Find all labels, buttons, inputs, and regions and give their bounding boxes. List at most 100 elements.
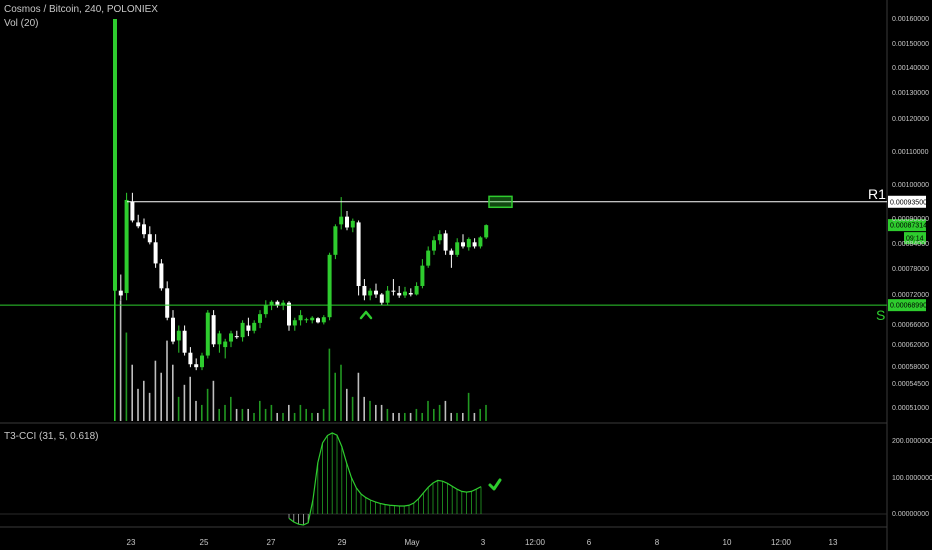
target-box xyxy=(488,195,513,209)
candle-body xyxy=(321,317,326,323)
volume-bar xyxy=(183,384,186,421)
price-tick-label: 0.00090000 xyxy=(892,216,929,223)
price-tick-label: 0.00054500 xyxy=(892,381,929,388)
candle-body xyxy=(287,302,291,326)
volume-bar xyxy=(363,396,365,421)
volume-bar xyxy=(235,408,238,421)
candle-body xyxy=(130,201,135,221)
time-tick-label: 23 xyxy=(127,538,136,547)
countdown-tag-text: 09:14 xyxy=(906,236,924,243)
volume-bar xyxy=(311,412,313,421)
time-tick-label: 10 xyxy=(723,538,732,547)
volume-bar xyxy=(351,396,354,421)
volume-bar xyxy=(119,300,122,421)
volume-bar xyxy=(212,380,215,421)
volume-bar xyxy=(462,412,464,421)
candle-body xyxy=(229,333,233,342)
time-tick-label: 13 xyxy=(829,538,838,547)
candle-body xyxy=(327,254,332,318)
volume-bar xyxy=(125,332,128,421)
volume-bar xyxy=(189,376,191,421)
candle-body xyxy=(397,293,402,296)
volume-bar xyxy=(357,372,360,421)
volume-bar xyxy=(409,412,412,421)
candle-body xyxy=(269,301,274,306)
time-tick-label: 12:00 xyxy=(771,538,792,547)
time-tick-label: May xyxy=(404,538,419,547)
time-tick-label: 12:00 xyxy=(525,538,546,547)
candle-body xyxy=(113,19,117,291)
volume-bar xyxy=(259,400,261,421)
candle-body xyxy=(159,263,164,289)
volume-bar xyxy=(404,412,406,421)
volume-bar xyxy=(317,412,319,421)
volume-bar xyxy=(224,404,226,421)
volume-bar xyxy=(177,396,180,421)
candle-body xyxy=(350,220,355,228)
last-price-tag-text: 0.00087314 xyxy=(890,223,927,230)
price-tick-label: 0.00078000 xyxy=(892,266,929,273)
support-price-tag-text: 0.00068990 xyxy=(890,303,927,310)
price-tick-label: 0.00160000 xyxy=(892,16,929,23)
volume-bar xyxy=(438,404,441,421)
volume-bar xyxy=(282,412,284,421)
volume-bar xyxy=(305,408,307,421)
last-price-tag xyxy=(888,219,926,232)
candle-layer xyxy=(113,19,489,371)
volume-bar xyxy=(137,388,139,421)
candle-body xyxy=(437,234,442,241)
candle-body xyxy=(385,290,390,303)
cci-indicator-label: T3-CCI (31, 5, 0.618) xyxy=(4,431,99,442)
candle-body xyxy=(426,250,431,266)
candle-body xyxy=(374,290,378,295)
candle-body xyxy=(176,330,181,341)
candle-body xyxy=(466,239,471,248)
volume-bar xyxy=(328,348,331,421)
cci-layer xyxy=(0,432,887,526)
volume-bar xyxy=(380,404,383,421)
volume-bar xyxy=(288,404,290,421)
candle-body xyxy=(182,330,187,353)
volume-indicator-label: Vol (20) xyxy=(4,18,39,29)
volume-layer xyxy=(114,19,487,421)
volume-bar xyxy=(427,400,429,421)
price-tick-label: 0.00072000 xyxy=(892,292,929,299)
volume-bar xyxy=(218,408,220,421)
volume-bar xyxy=(131,364,133,421)
candle-body xyxy=(461,242,465,247)
volume-bar xyxy=(206,388,209,421)
volume-bar xyxy=(247,408,249,421)
level-layer: R1 0.00093500 S 0.00068990 0.00087314 09:14 xyxy=(0,186,927,323)
price-tick-label: 0.00084000 xyxy=(892,241,929,248)
volume-bar xyxy=(398,412,400,421)
price-tick-label: 0.00058000 xyxy=(892,364,929,371)
candle-body xyxy=(443,233,448,251)
price-tick-label: 0.00051000 xyxy=(892,405,929,412)
volume-bar xyxy=(392,412,394,421)
volume-bar xyxy=(270,404,273,421)
cci-tick-label: 100.00000000 xyxy=(892,475,932,482)
candle-body xyxy=(118,290,123,296)
time-tick-label: 6 xyxy=(587,538,592,547)
resistance-label: R1 xyxy=(868,186,886,202)
volume-bar xyxy=(322,408,325,421)
volume-bar xyxy=(433,408,435,421)
candle-body xyxy=(258,314,262,323)
candle-body xyxy=(432,240,436,251)
candle-body xyxy=(379,294,384,303)
candle-body xyxy=(194,364,199,368)
annotation-layer xyxy=(359,195,513,491)
candle-body xyxy=(304,319,309,321)
cci-tick-label: 0.00000000 xyxy=(892,511,929,518)
candle-body xyxy=(246,325,251,331)
candle-body xyxy=(478,237,483,247)
volume-bar xyxy=(154,360,157,421)
candle-body xyxy=(391,290,396,292)
candle-body xyxy=(356,222,361,286)
candle-body xyxy=(362,285,367,296)
price-tick-label: 0.00140000 xyxy=(892,65,929,72)
price-tick-label: 0.00120000 xyxy=(892,116,929,123)
volume-bar xyxy=(264,408,267,421)
volume-bar xyxy=(340,364,342,421)
countdown-tag xyxy=(904,232,926,245)
